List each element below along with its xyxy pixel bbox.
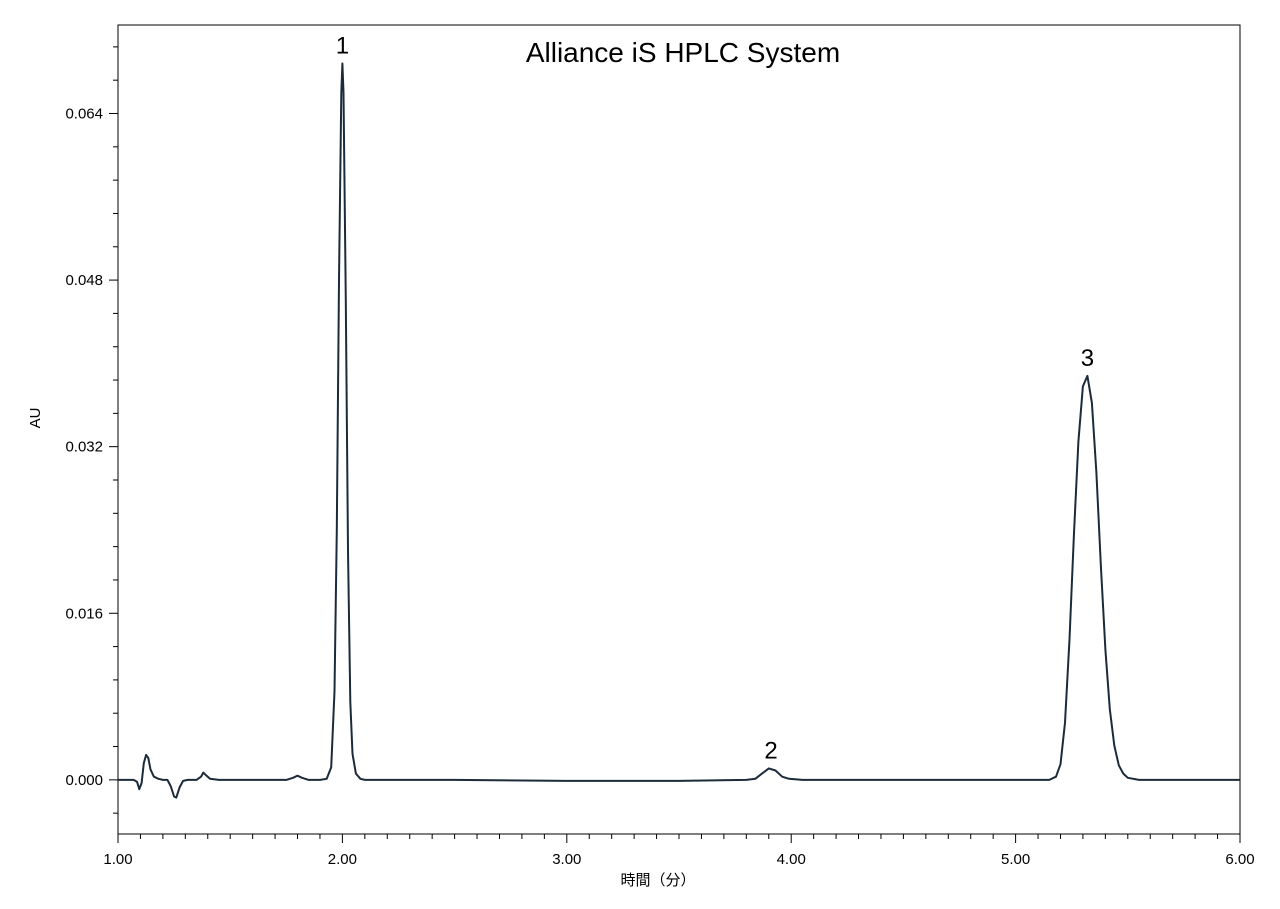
- x-tick-label: 4.00: [777, 851, 806, 868]
- plot-frame: [117, 24, 1241, 835]
- y-tick-label: 0.016: [65, 605, 103, 622]
- y-axis: 0.000 0.016 0.032 0.048 0.064: [65, 46, 118, 814]
- y-tick-label: 0.064: [65, 106, 103, 123]
- peak-labels: 1 2 3: [336, 33, 1094, 765]
- x-tick-label: 5.00: [1001, 851, 1030, 868]
- x-tick-label: 6.00: [1225, 851, 1254, 868]
- x-axis-title: 時間（分）: [620, 872, 695, 889]
- y-tick-label: 0.032: [65, 439, 103, 456]
- peak-label: 1: [336, 33, 349, 60]
- peak-label: 2: [764, 737, 777, 764]
- chart-title: Alliance iS HPLC System: [526, 37, 840, 68]
- y-tick-label: 0.048: [65, 272, 103, 289]
- x-tick-label: 2.00: [328, 851, 357, 868]
- x-tick-label: 1.00: [103, 851, 132, 868]
- y-tick-label: 0.000: [65, 772, 103, 789]
- chromatogram-trace: [118, 62, 1240, 799]
- x-tick-label: 3.00: [552, 851, 581, 868]
- x-axis: 1.00 2.00 3.00 4.00 5.00 6.00: [103, 834, 1255, 868]
- peak-label: 3: [1081, 345, 1094, 372]
- y-axis-title: AU: [27, 408, 44, 429]
